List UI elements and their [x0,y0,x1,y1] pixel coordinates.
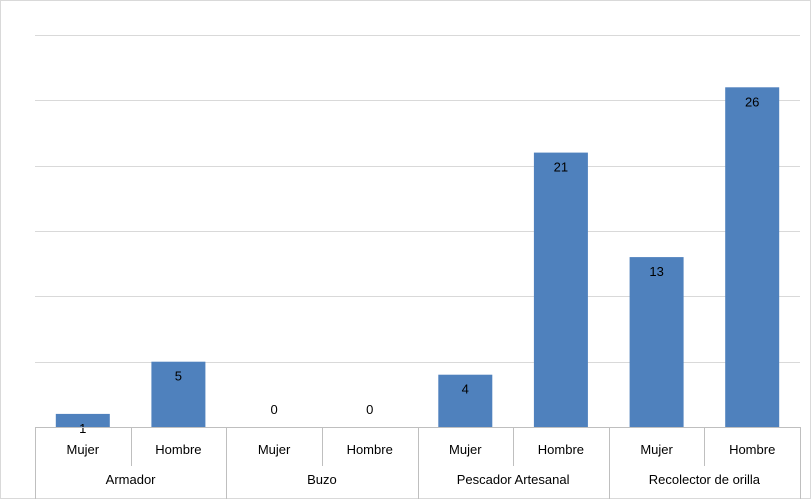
group-tick-label: Pescador Artesanal [457,472,570,487]
group-tick-label: Armador [106,472,157,487]
bar [151,361,206,427]
data-label: 5 [175,369,182,384]
subcategory-tick-label: Hombre [347,442,393,457]
data-labels: 1 5 0 0 4 21 13 26 [79,94,759,436]
bar [438,374,493,427]
subcategory-tick-label: Mujer [640,442,673,457]
subcategory-tick-label: Hombre [729,442,775,457]
group-tick-label: Buzo [307,472,337,487]
subcategory-tick-label: Mujer [67,442,100,457]
subcategory-tick-label: Mujer [449,442,482,457]
data-label: 1 [79,421,86,436]
subcategory-tick-label: Hombre [155,442,201,457]
x-axis: Mujer Hombre Armador Mujer Hombre Buzo Mujer Ho… [35,427,801,499]
bars [55,87,780,428]
group-tick-label: Recolector de orilla [649,472,761,487]
bar [533,152,588,427]
data-label: 26 [745,94,759,109]
bar [629,257,684,427]
data-label: 13 [649,264,663,279]
bar [55,413,110,427]
subcategory-tick-label: Hombre [538,442,584,457]
bar [725,87,780,428]
data-label: 0 [366,402,373,417]
data-label: 21 [554,160,568,175]
subcategory-tick-label: Mujer [258,442,291,457]
data-label: 0 [270,402,277,417]
data-label: 4 [462,382,469,397]
